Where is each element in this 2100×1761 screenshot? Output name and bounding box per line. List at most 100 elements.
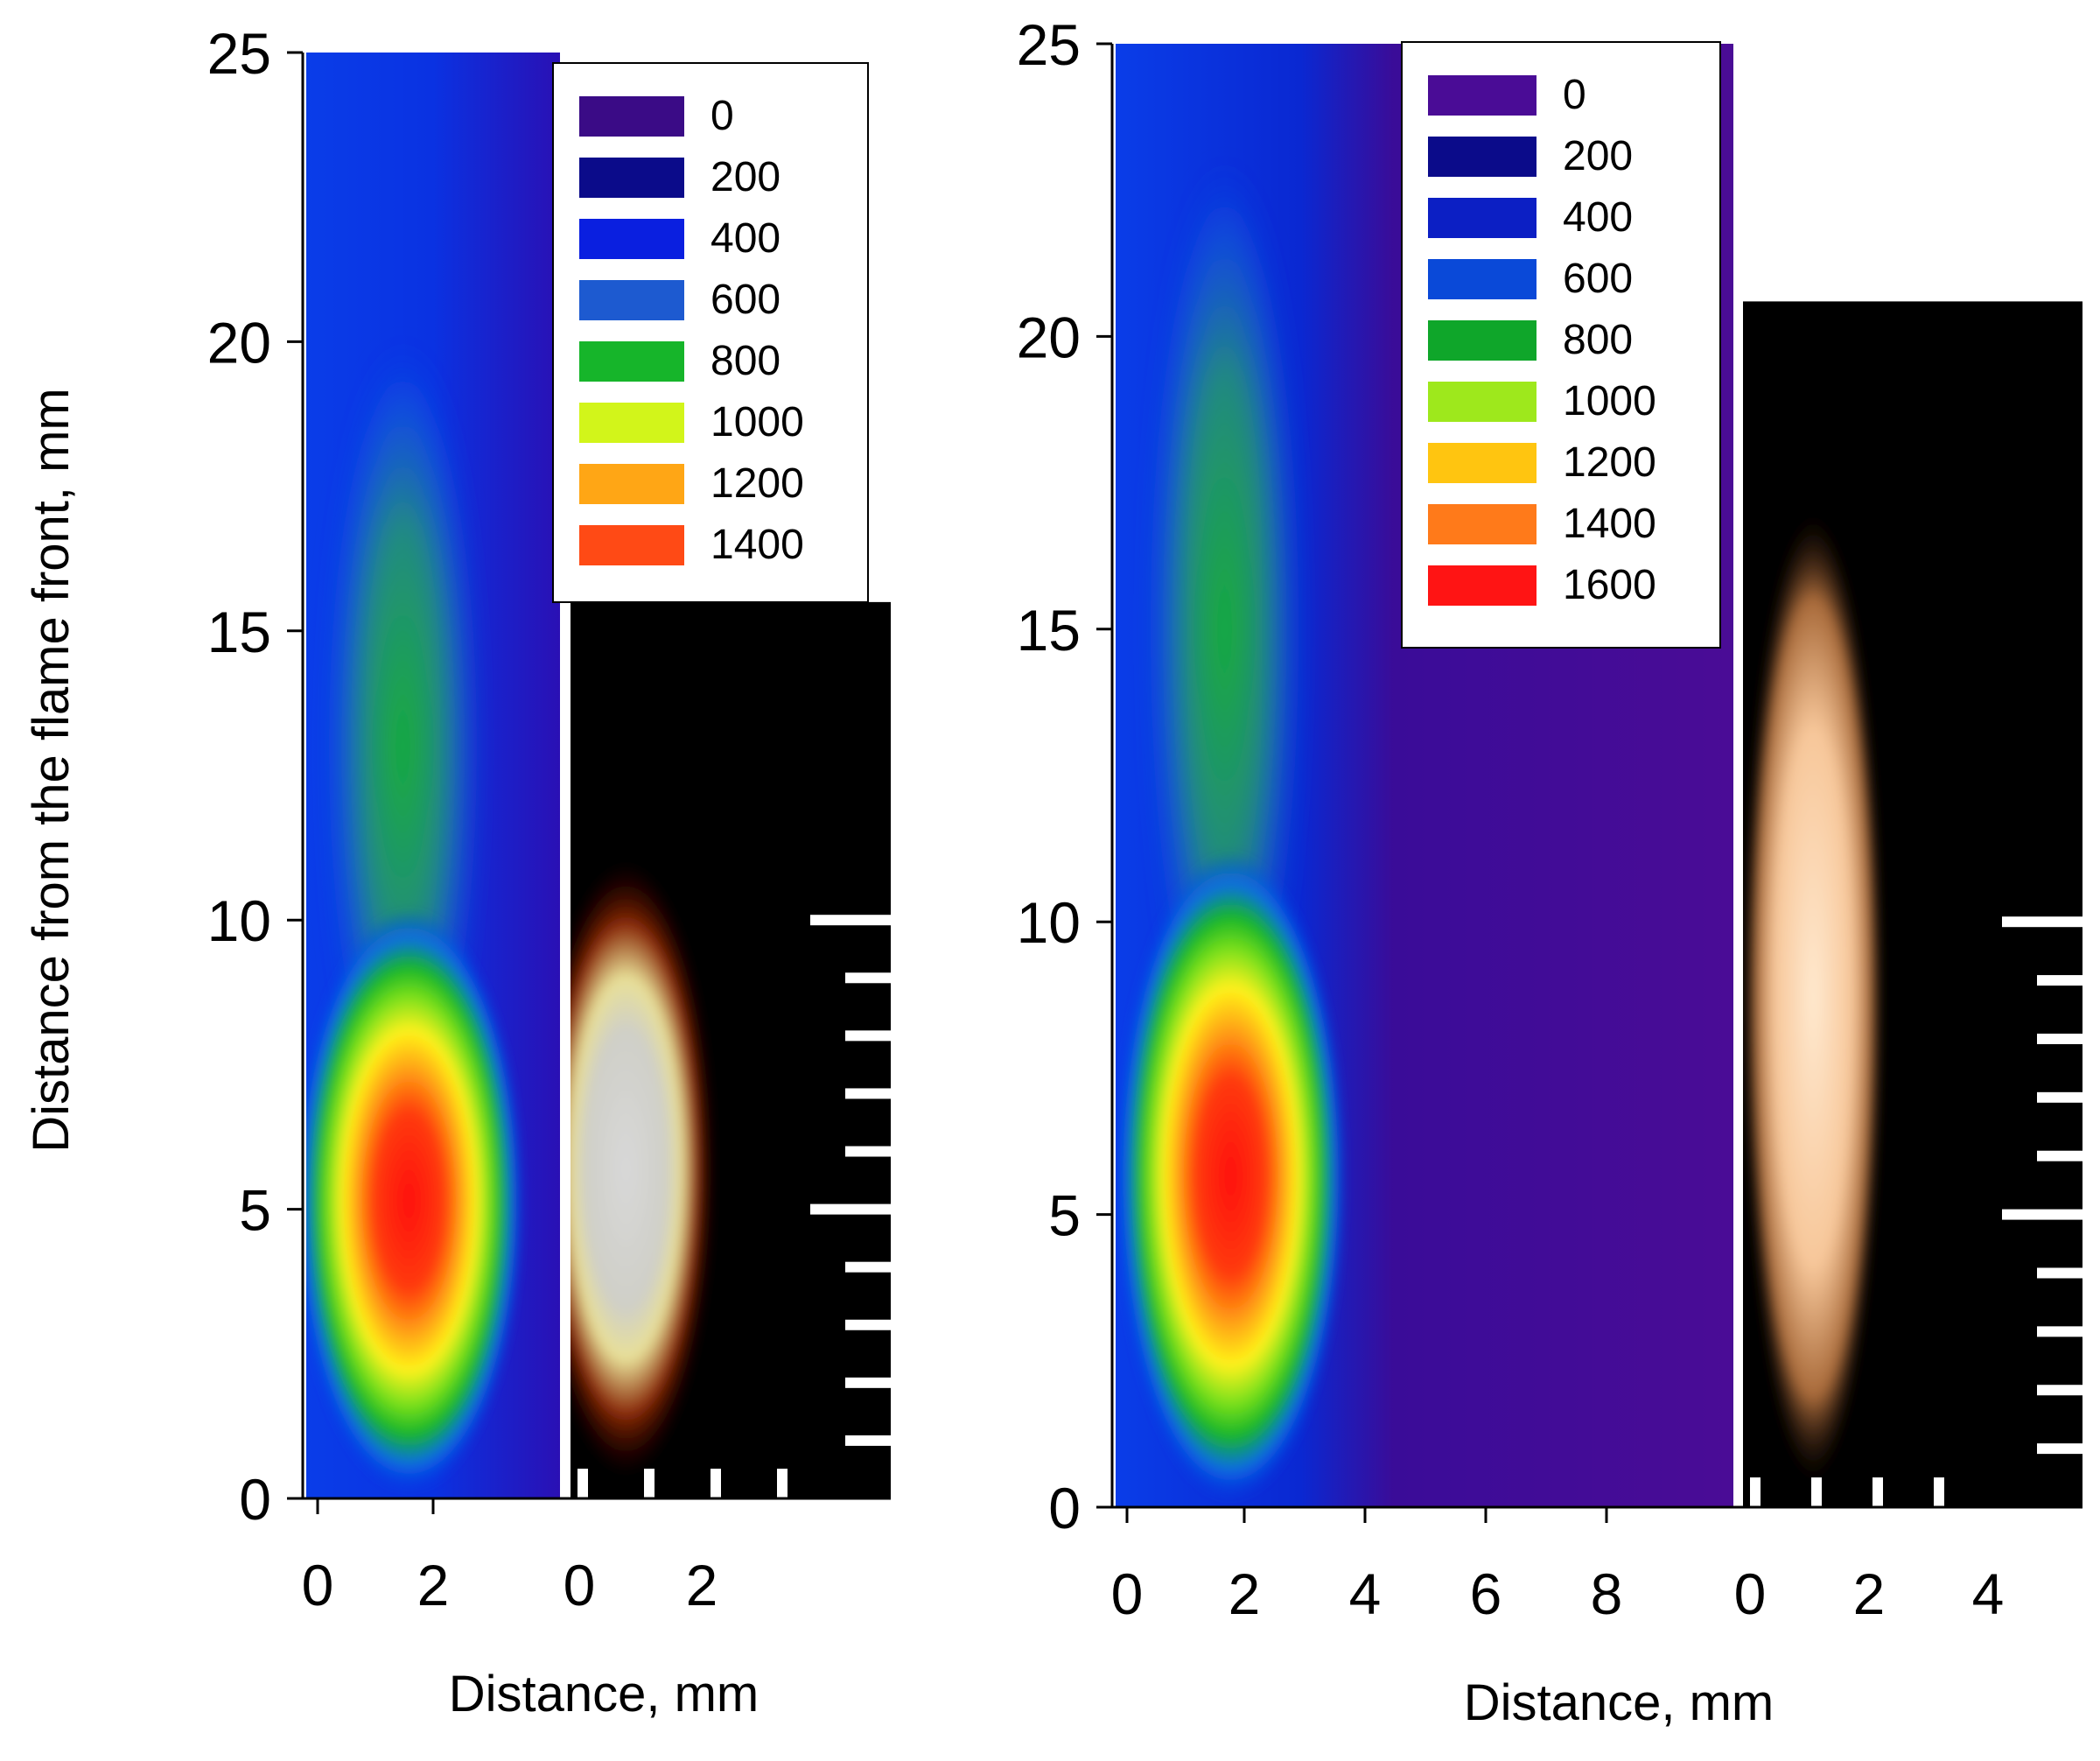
x-tick-label: 0 [302,1553,334,1617]
photo-x-tick-label: 4 [1972,1561,2005,1626]
legend-label: 200 [710,154,780,200]
legend-swatch [579,219,684,259]
ruler-mark [2037,1091,2082,1103]
legend-swatch [1428,504,1536,544]
ruler-mark [2037,1385,2082,1396]
ruler-mark [2037,1267,2082,1279]
legend-label: 400 [1563,194,1633,241]
legend-swatch [579,96,684,137]
ruler-mark [2037,1326,2082,1337]
heatmap-field [306,53,560,1498]
legend-swatch [579,341,684,382]
legend-label: 600 [710,277,780,323]
y-tick-label: 10 [1017,890,1081,955]
legend-label: 1400 [710,522,804,568]
y-tick-label: 0 [239,1467,271,1532]
photo-x-tick-label: 0 [564,1553,596,1617]
ruler-mark [2037,975,2082,986]
legend-label: 1200 [710,460,804,507]
ruler-mark [2037,1033,2082,1044]
ruler-mark [845,1377,891,1388]
legend-swatch [579,280,684,320]
ruler-mark [845,1146,891,1157]
flame-photo [570,601,891,1498]
legend-label: 400 [710,215,780,262]
ruler-mark [810,915,891,926]
flame-photo [1743,301,2082,1508]
ruler-mark [845,1261,891,1273]
legend-swatch [1428,198,1536,238]
legend-label: 0 [710,93,734,139]
photo-x-tick-label: 0 [1734,1561,1767,1626]
x-axis-label: Distance, mm [449,1666,760,1722]
y-tick-label: 5 [239,1178,271,1243]
y-tick-label: 0 [1048,1476,1081,1540]
x-tick-label: 6 [1470,1561,1502,1626]
legend-swatch [1428,320,1536,361]
ruler-mark [2037,1150,2082,1161]
y-tick-label: 20 [1017,305,1081,369]
legend-swatch [1428,382,1536,422]
ruler-mark [845,1319,891,1330]
legend-label: 800 [710,338,780,384]
x-tick-label: 2 [1228,1561,1261,1626]
legend-label: 0 [1563,72,1586,118]
ruler-mark-bottom [1872,1477,1883,1507]
flame-plume [1149,160,1301,1098]
x-tick-label: 8 [1591,1561,1623,1626]
legend-label: 1000 [710,399,804,446]
legend-box [552,62,869,603]
ruler-mark [2002,1209,2082,1220]
y-tick-label: 5 [1048,1183,1081,1248]
ruler-mark-bottom [777,1469,788,1498]
panel-right: 0 5 10 15 20 25 0 2 4 6 8 0 2 4 Distance, mm 0 200 400 600… [1017,12,2082,1731]
legend-label: 800 [1563,317,1633,363]
legend-swatch [1428,565,1536,606]
y-tick-label: 15 [1017,598,1081,663]
ruler-mark-bottom [1750,1477,1760,1507]
legend-swatch [1428,259,1536,299]
legend-swatch [1428,137,1536,177]
legend-swatch [579,158,684,198]
ruler-mark-bottom [710,1469,721,1498]
legend: 0 200 400 600 800 1000 1200 1400 1600 [1401,41,1721,649]
legend-label: 1400 [1563,501,1656,547]
legend-swatch [1428,75,1536,116]
y-tick-label: 20 [207,310,271,375]
ruler-mark [845,972,891,984]
ruler-mark [2037,1443,2082,1455]
legend-swatch [1428,443,1536,483]
ruler-mark [845,1088,891,1099]
photo-flame-glow [1743,512,1884,1484]
legend-swatch [579,525,684,565]
flame-core [1116,851,1347,1502]
legend-swatch [579,403,684,443]
legend-label: 1600 [1563,562,1656,608]
legend-label: 600 [1563,256,1633,302]
ruler-mark [845,1030,891,1042]
flame-core [306,909,524,1493]
legend-label: 1200 [1563,439,1656,486]
y-tick-label: 25 [207,21,271,86]
legend-label: 200 [1563,133,1633,179]
x-axis-label: Distance, mm [1464,1674,1774,1731]
legend-label: 1000 [1563,378,1656,424]
ruler-mark-bottom [1811,1477,1822,1507]
x-tick-label: 2 [417,1553,450,1617]
photo-x-tick-label: 2 [686,1553,718,1617]
ruler-mark-bottom [1934,1477,1944,1507]
y-tick-label: 25 [1017,12,1081,77]
photo-flame-glow [570,862,716,1476]
x-tick-label: 0 [1111,1561,1144,1626]
ruler-mark-bottom [644,1469,654,1498]
y-axis-label: Distance from the flame front, mm [23,388,80,1152]
ruler-mark [810,1203,891,1215]
legend: 0 200 400 600 800 1000 1200 1400 [552,62,869,603]
photo-x-tick-label: 2 [1853,1561,1886,1626]
x-tick-label: 4 [1349,1561,1382,1626]
ruler-mark-bottom [578,1469,588,1498]
ruler-mark [845,1435,891,1446]
y-tick-label: 10 [207,888,271,953]
